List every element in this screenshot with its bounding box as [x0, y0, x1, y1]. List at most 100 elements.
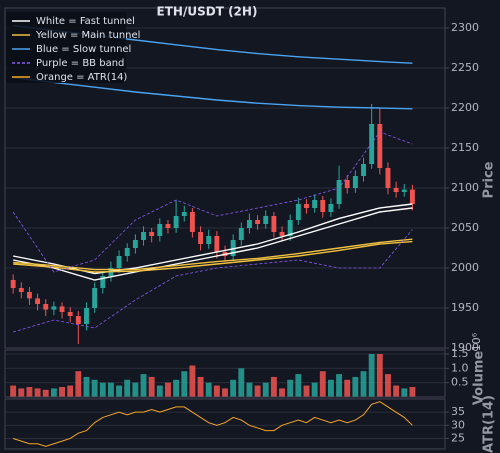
y-tick-label: 1.0 [451, 361, 469, 374]
volume-bar [238, 368, 245, 397]
volume-bar [67, 385, 74, 397]
price-frame [4, 7, 446, 349]
volume-bar [254, 385, 261, 397]
candle-body [230, 240, 236, 256]
volume-bar [116, 385, 123, 397]
volume-bar [295, 374, 302, 397]
volume-bar [26, 386, 33, 397]
volume-bar [75, 371, 82, 397]
volume-axis-label: Volume [472, 351, 487, 406]
candle-body [18, 288, 24, 292]
candle-body [287, 220, 293, 236]
candle-body [271, 216, 277, 232]
candle-body [385, 168, 391, 188]
y-tick-label: 30 [451, 418, 465, 431]
y-tick-label: 1900 [451, 341, 479, 354]
candle-body [255, 220, 261, 224]
candle-body [149, 232, 155, 236]
candle-body [393, 188, 399, 192]
y-tick-label: 2000 [451, 261, 479, 274]
y-tick-label: 1.5 [451, 347, 469, 360]
volume-bar [303, 385, 310, 397]
candle-body [43, 304, 49, 310]
volume-bar [311, 382, 318, 397]
overlay-line [12, 131, 413, 273]
overlay-line [13, 207, 413, 281]
volume-bar [83, 376, 90, 397]
legend: White = Fast tunnel Yellow = Main tunnel B… [6, 12, 140, 83]
volume-bar [393, 385, 400, 397]
volume-bar [197, 376, 204, 397]
volume-bar [246, 382, 253, 397]
volume-bar [352, 376, 359, 397]
volume-bar [132, 382, 139, 397]
candle-body [124, 248, 130, 256]
volume-bar [376, 354, 383, 397]
atr-line [12, 401, 413, 447]
candle-body [247, 220, 252, 228]
y-tick-label: 1950 [451, 301, 479, 314]
candle-body [10, 280, 16, 288]
candle-body [35, 298, 41, 304]
volume-bar [10, 385, 17, 397]
volume-bar [99, 382, 106, 397]
y-tick-label: 2100 [451, 181, 479, 194]
legend-label: White = Fast tunnel [36, 16, 135, 27]
candle-body [92, 288, 98, 308]
volume-bar [140, 374, 147, 397]
candle-body [409, 189, 415, 204]
volume-bar [279, 388, 285, 397]
volume-bar [59, 386, 65, 397]
candle-body [100, 276, 106, 288]
volume-bar [18, 388, 25, 397]
volume-bar [344, 379, 351, 397]
volume-bar [173, 379, 180, 397]
volume-bar [287, 379, 294, 397]
candle-body [206, 236, 212, 244]
volume-bar [148, 376, 155, 397]
candle-body [263, 216, 269, 224]
candle-body [312, 200, 318, 208]
volume-bar [34, 388, 41, 397]
y-tick-label: 25 [451, 431, 465, 444]
atr-frame [4, 398, 446, 450]
atr-panel [12, 401, 413, 447]
candle-body [75, 316, 81, 324]
candle-body [67, 312, 73, 316]
candle-body [304, 204, 309, 208]
volume-bar [336, 374, 343, 397]
volume-bar [230, 379, 237, 397]
volume-bar [222, 388, 228, 397]
candle-body [336, 180, 342, 204]
y-tick-label: 2150 [451, 141, 479, 154]
overlay-line [13, 238, 413, 271]
candle-body [279, 232, 285, 236]
candle-body [165, 224, 171, 228]
candle-body [189, 212, 195, 232]
legend-label: Purple = BB band [36, 58, 124, 69]
y-tick-label: 35 [451, 405, 465, 418]
volume-bar [270, 376, 277, 397]
candle-body [116, 256, 122, 268]
volume-bar [368, 354, 375, 397]
candle-body [295, 204, 301, 220]
candle-body [59, 306, 65, 312]
legend-label: Orange = ATR(14) [36, 72, 127, 83]
candle-body [157, 224, 163, 236]
volume-bar [205, 382, 212, 397]
y-tick-label: 2250 [451, 61, 479, 74]
candle-body [198, 232, 203, 244]
volume-frame [4, 349, 446, 398]
volume-bar [327, 379, 334, 397]
volume-bar [189, 365, 196, 397]
candle-body [181, 212, 187, 216]
overlay-line [13, 76, 413, 110]
candle-body [401, 189, 407, 192]
volume-bar [156, 385, 163, 397]
candle-body [141, 232, 146, 240]
volume-bar [319, 371, 326, 397]
volume-bar [213, 385, 220, 397]
volume-bar [42, 389, 49, 397]
atr-axis-label: ATR(14) [482, 395, 497, 453]
